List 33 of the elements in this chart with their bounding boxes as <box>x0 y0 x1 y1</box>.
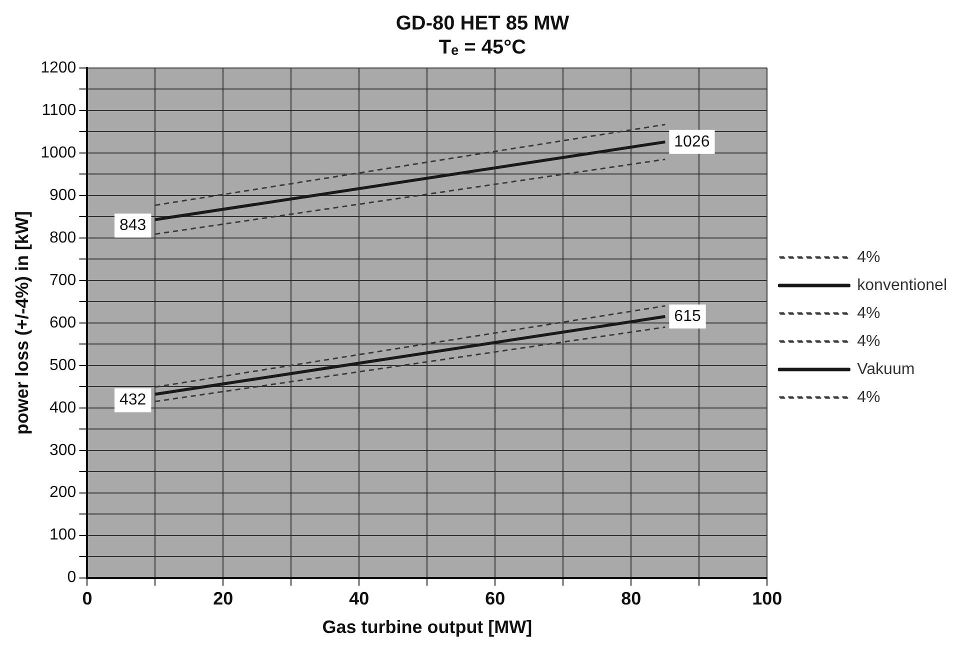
y-tick-label: 300 <box>49 442 76 459</box>
data-label: 843 <box>119 217 146 234</box>
data-label: 615 <box>674 308 701 325</box>
chart-subtitle: Tₑ = 45°C <box>438 36 526 59</box>
x-axis-title: Gas turbine output [MW] <box>322 617 532 638</box>
x-tick-label: 60 <box>485 588 506 609</box>
chart-title: GD-80 HET 85 MW <box>396 12 570 35</box>
legend-label: 4% <box>857 304 880 322</box>
y-axis-title: power loss (+/-4%) in [kW] <box>12 211 32 435</box>
data-label: 1026 <box>674 133 710 150</box>
x-tick-label: 100 <box>752 588 782 609</box>
legend-label: 4% <box>857 248 880 266</box>
x-tick-label: 40 <box>349 588 370 609</box>
y-tick-label: 600 <box>49 314 76 332</box>
y-tick-label: 0 <box>67 569 76 586</box>
y-tick-label: 700 <box>49 272 76 289</box>
y-tick-label: 400 <box>49 399 76 416</box>
y-tick-label: 1200 <box>40 59 76 76</box>
y-tick-label: 900 <box>49 186 76 204</box>
legend-label: 4% <box>857 332 880 350</box>
y-tick-label: 1100 <box>42 102 76 119</box>
y-tick-label: 200 <box>49 484 76 502</box>
legend-label: Vakuum <box>857 360 915 378</box>
x-tick-label: 0 <box>82 588 92 609</box>
x-tick-label: 20 <box>213 588 234 609</box>
y-tick-label: 800 <box>49 229 76 246</box>
x-tick-label: 80 <box>621 588 642 609</box>
legend-label: konventionel <box>857 276 947 294</box>
data-label: 432 <box>119 392 146 409</box>
y-tick-label: 1000 <box>40 144 76 162</box>
y-tick-label: 100 <box>49 526 76 544</box>
legend-label: 4% <box>857 388 880 406</box>
y-tick-label: 500 <box>49 356 76 374</box>
